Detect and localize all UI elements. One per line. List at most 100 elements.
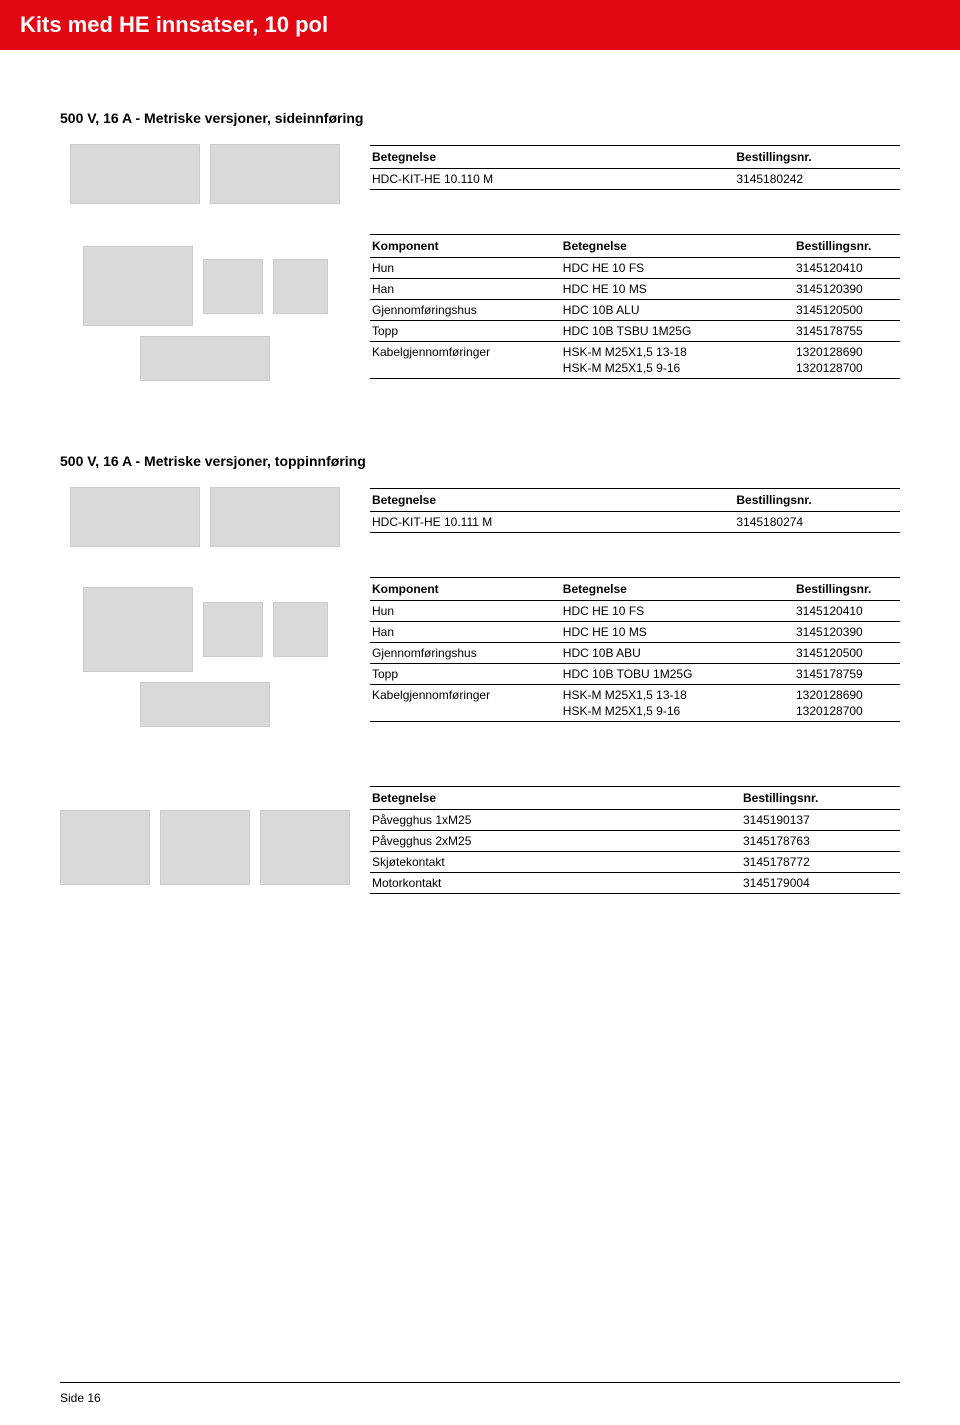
bet-cell: HDC 10B ABU [561, 643, 794, 664]
comp-cell: Hun [370, 258, 561, 279]
num-cell: 3145120500 [794, 300, 900, 321]
page-title: Kits med HE innsatser, 10 pol [20, 12, 328, 37]
num-cell: 3145120500 [794, 643, 900, 664]
num-cell: 1320128690 1320128700 [794, 685, 900, 722]
comp-cell: Kabelgjennomføringer [370, 342, 561, 379]
table-row: Kabelgjennomføringer HSK-M M25X1,5 13-18… [370, 685, 900, 722]
comp-cell: Hun [370, 601, 561, 622]
kit-header-bet: Betegnelse [370, 145, 734, 168]
s3-bet: Påvegghus 2xM25 [370, 831, 741, 852]
num-cell: 3145178755 [794, 321, 900, 342]
bet-cell: HDC HE 10 MS [561, 622, 794, 643]
coupling-image [160, 810, 250, 885]
base-frame-image [140, 336, 270, 381]
table-row: Påvegghus 1xM25 3145190137 [370, 810, 900, 831]
table-row: HDC-KIT-HE 10.110 M 3145180242 [370, 168, 900, 189]
s3-num: 3145179004 [741, 873, 900, 894]
section1-kit-table: Betegnelse Bestillingsnr. HDC-KIT-HE 10.… [370, 145, 900, 190]
bet-cell: HDC 10B TSBU 1M25G [561, 321, 794, 342]
section3-images [60, 810, 370, 885]
bet-cell: HDC HE 10 FS [561, 258, 794, 279]
comp-header-num: Bestillingsnr. [794, 578, 900, 601]
bet-line1: HSK-M M25X1,5 13-18 [563, 345, 792, 359]
kit-bet: HDC-KIT-HE 10.111 M [370, 511, 734, 532]
kit-header-num: Bestillingsnr. [734, 488, 900, 511]
table-row: Han HDC HE 10 MS 3145120390 [370, 622, 900, 643]
comp-cell: Gjennomføringshus [370, 300, 561, 321]
page-number: Side 16 [60, 1391, 101, 1405]
section2-kit-table: Betegnelse Bestillingsnr. HDC-KIT-HE 10.… [370, 488, 900, 533]
section2-title: 500 V, 16 A - Metriske versjoner, toppin… [60, 453, 900, 469]
comp-header-bet: Betegnelse [561, 578, 794, 601]
s3-num: 3145190137 [741, 810, 900, 831]
bet-cell: HSK-M M25X1,5 13-18 HSK-M M25X1,5 9-16 [561, 685, 794, 722]
motor-contact-image [260, 810, 350, 885]
comp-header-num: Bestillingsnr. [794, 235, 900, 258]
connector-insert-image [70, 144, 200, 204]
bet-cell: HDC HE 10 FS [561, 601, 794, 622]
section2-components-table: Komponent Betegnelse Bestillingsnr. Hun … [370, 577, 900, 722]
table-row: Skjøtekontakt 3145178772 [370, 852, 900, 873]
comp-cell: Gjennomføringshus [370, 643, 561, 664]
s3-header-num: Bestillingsnr. [741, 787, 900, 810]
comp-cell: Han [370, 622, 561, 643]
table-row: Topp HDC 10B TSBU 1M25G 3145178755 [370, 321, 900, 342]
section2-comp-table-wrap: Komponent Betegnelse Bestillingsnr. Hun … [370, 577, 900, 736]
bet-line2: HSK-M M25X1,5 9-16 [563, 704, 792, 718]
gland-image [203, 259, 263, 314]
num-line2: 1320128700 [796, 361, 898, 375]
num-line2: 1320128700 [796, 704, 898, 718]
comp-header-komp: Komponent [370, 578, 561, 601]
housing-image [83, 246, 193, 326]
gland-image [273, 259, 328, 314]
section3-row: Betegnelse Bestillingsnr. Påvegghus 1xM2… [60, 786, 900, 908]
comp-header-bet: Betegnelse [561, 235, 794, 258]
connector-insert-image [70, 487, 200, 547]
section2-kit-row: Betegnelse Bestillingsnr. HDC-KIT-HE 10.… [60, 487, 900, 547]
table-row: Påvegghus 2xM25 3145178763 [370, 831, 900, 852]
kit-num: 3145180242 [734, 168, 900, 189]
table-row: Topp HDC 10B TOBU 1M25G 3145178759 [370, 664, 900, 685]
section1-title: 500 V, 16 A - Metriske versjoner, sidein… [60, 110, 900, 126]
num-line1: 1320128690 [796, 345, 898, 359]
section2-kit-table-wrap: Betegnelse Bestillingsnr. HDC-KIT-HE 10.… [370, 488, 900, 547]
connector-insert-image [210, 487, 340, 547]
num-cell: 3145120390 [794, 279, 900, 300]
s3-bet: Skjøtekontakt [370, 852, 741, 873]
num-line1: 1320128690 [796, 688, 898, 702]
wall-housing-image [60, 810, 150, 885]
bet-cell: HDC HE 10 MS [561, 279, 794, 300]
section2-comp-images [60, 587, 370, 727]
num-cell: 1320128690 1320128700 [794, 342, 900, 379]
num-cell: 3145178759 [794, 664, 900, 685]
section1-kit-images [60, 144, 370, 204]
footer-rule [60, 1382, 900, 1383]
bet-line1: HSK-M M25X1,5 13-18 [563, 688, 792, 702]
section1-comp-images [60, 246, 370, 381]
table-row: Gjennomføringshus HDC 10B ABU 3145120500 [370, 643, 900, 664]
kit-bet: HDC-KIT-HE 10.110 M [370, 168, 734, 189]
table-row: Kabelgjennomføringer HSK-M M25X1,5 13-18… [370, 342, 900, 379]
section2-kit-images [60, 487, 370, 547]
table-row: Han HDC HE 10 MS 3145120390 [370, 279, 900, 300]
section2-comp-row: Komponent Betegnelse Bestillingsnr. Hun … [60, 577, 900, 736]
s3-header-bet: Betegnelse [370, 787, 741, 810]
table-row: Motorkontakt 3145179004 [370, 873, 900, 894]
num-cell: 3145120410 [794, 601, 900, 622]
comp-cell: Topp [370, 664, 561, 685]
section3-table: Betegnelse Bestillingsnr. Påvegghus 1xM2… [370, 786, 900, 894]
comp-header-komp: Komponent [370, 235, 561, 258]
section3-table-wrap: Betegnelse Bestillingsnr. Påvegghus 1xM2… [370, 786, 900, 908]
section1-comp-table-wrap: Komponent Betegnelse Bestillingsnr. Hun … [370, 234, 900, 393]
comp-cell: Topp [370, 321, 561, 342]
gland-image [273, 602, 328, 657]
s3-num: 3145178763 [741, 831, 900, 852]
comp-cell: Han [370, 279, 561, 300]
num-cell: 3145120410 [794, 258, 900, 279]
gland-image [203, 602, 263, 657]
section1-kit-table-wrap: Betegnelse Bestillingsnr. HDC-KIT-HE 10.… [370, 145, 900, 204]
section1-comp-row: Komponent Betegnelse Bestillingsnr. Hun … [60, 234, 900, 393]
table-row: Hun HDC HE 10 FS 3145120410 [370, 601, 900, 622]
kit-header-num: Bestillingsnr. [734, 145, 900, 168]
section1-components-table: Komponent Betegnelse Bestillingsnr. Hun … [370, 234, 900, 379]
